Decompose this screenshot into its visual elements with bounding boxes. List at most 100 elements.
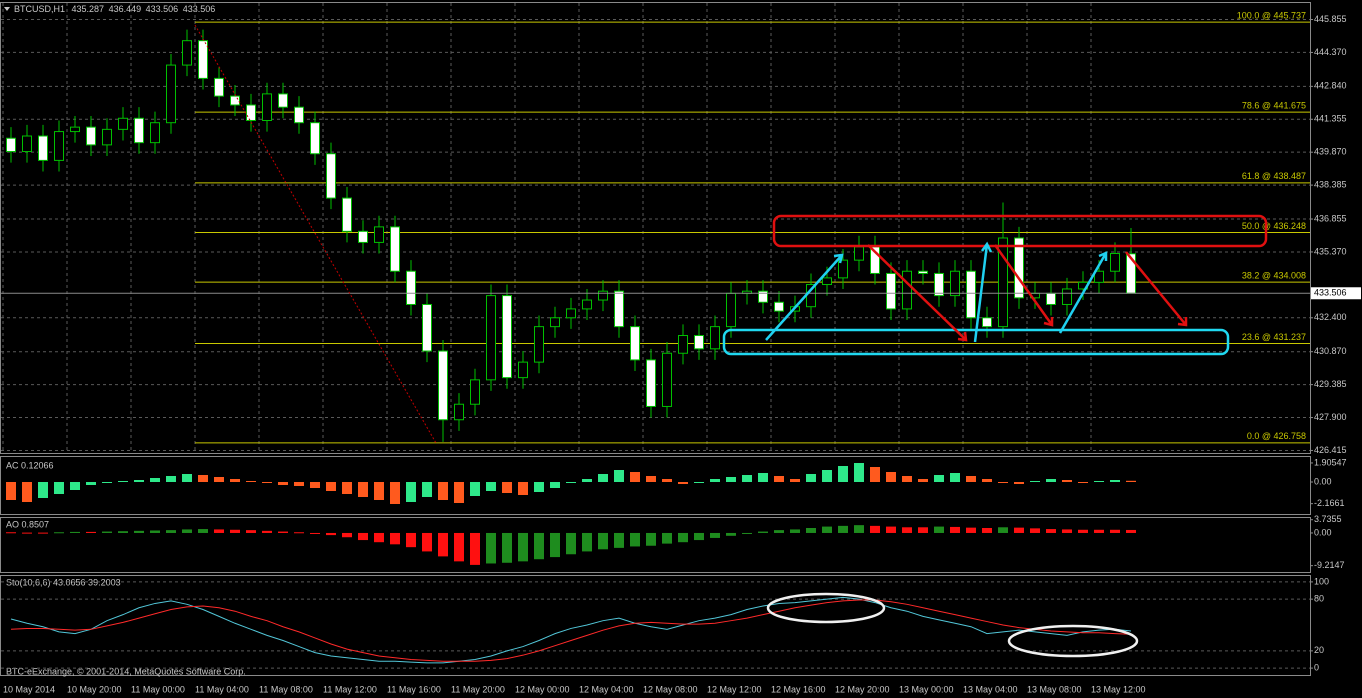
histogram-bar — [278, 482, 288, 485]
histogram-bar — [630, 472, 640, 482]
candle-body — [726, 292, 736, 328]
y-tick-label: 80 — [1314, 594, 1324, 604]
histogram-bar — [518, 482, 528, 495]
histogram-bar — [886, 472, 896, 482]
candle-body — [246, 104, 256, 121]
menu-triangle — [4, 7, 10, 11]
histogram-bar — [582, 479, 592, 482]
histogram-bar — [118, 531, 128, 533]
histogram-bar — [758, 473, 768, 482]
fib-label: 23.6 @ 431.237 — [1242, 332, 1306, 342]
candle-body — [438, 350, 448, 421]
candle-body — [326, 153, 336, 199]
fib-label: 0.0 @ 426.758 — [1247, 431, 1306, 441]
sto-ellipse — [766, 592, 886, 624]
histogram-bar — [294, 532, 304, 534]
histogram-bar — [1062, 480, 1072, 482]
candle-body — [934, 272, 944, 297]
histogram-bar — [646, 532, 656, 546]
candle-body — [70, 126, 80, 133]
y-tick-label: 3.7355 — [1314, 514, 1342, 524]
histogram-bar — [198, 475, 208, 482]
histogram-bar — [726, 477, 736, 482]
histogram-bar — [918, 479, 928, 482]
histogram-bar — [134, 530, 144, 533]
candle-body — [518, 361, 528, 379]
histogram-bar — [998, 482, 1008, 483]
y-tick-label: 442.840 — [1314, 81, 1347, 91]
candle-body — [166, 64, 176, 124]
arrow — [1058, 251, 1108, 334]
histogram-bar — [54, 532, 64, 534]
x-tick-label: 10 May 20:00 — [67, 684, 122, 694]
histogram-bar — [726, 532, 736, 536]
annotations — [194, 24, 1268, 658]
histogram-bar — [166, 530, 176, 533]
arrow — [1125, 251, 1188, 327]
histogram-bar — [86, 531, 96, 533]
histogram-bar — [886, 526, 896, 533]
histogram-bar — [582, 532, 592, 552]
histogram-bar — [278, 531, 288, 533]
candle-body — [838, 259, 848, 279]
down-arrows — [867, 244, 1188, 342]
fib-trend-line — [194, 24, 437, 444]
candle-body — [918, 270, 928, 274]
candle-body — [662, 352, 672, 407]
histogram-bar — [710, 479, 720, 482]
y-tick-label: 1.90547 — [1314, 457, 1347, 467]
histogram-bar — [182, 529, 192, 533]
candle-body — [406, 270, 416, 305]
histogram-bar — [838, 525, 848, 533]
candle-body — [278, 93, 288, 108]
histogram-bar — [86, 482, 96, 485]
histogram-bar — [1078, 529, 1088, 533]
candle-body — [1062, 288, 1072, 305]
candle-body — [678, 335, 688, 354]
symbol: BTCUSD,H1 — [14, 4, 65, 14]
histogram-bar — [550, 482, 560, 488]
histogram-bar — [294, 482, 304, 486]
histogram-bar — [1078, 482, 1088, 483]
histogram-bar — [118, 481, 128, 482]
histogram-bar — [1046, 479, 1056, 482]
histogram-bar — [550, 532, 560, 558]
y-tick-label: -9.2147 — [1314, 560, 1345, 570]
histogram-bar — [662, 532, 672, 544]
arrow — [993, 244, 1054, 327]
histogram-bar — [694, 482, 704, 483]
candle-body — [758, 290, 768, 303]
open: 435.287 — [72, 4, 105, 14]
histogram-bar — [822, 526, 832, 533]
histogram-bar — [982, 528, 992, 533]
main-pane — [0, 2, 1311, 454]
y-tick-label: 0 — [1314, 662, 1319, 672]
histogram-bar — [1014, 482, 1024, 484]
x-tick-label: 12 May 04:00 — [579, 684, 634, 694]
candle-body — [1094, 270, 1104, 283]
histogram-bar — [374, 482, 384, 500]
histogram-bar — [262, 482, 272, 483]
histogram-bar — [1110, 529, 1120, 533]
x-tick-label: 11 May 16:00 — [387, 684, 441, 694]
histogram-bar — [230, 529, 240, 533]
histogram-bar — [518, 532, 528, 562]
histogram-bar — [102, 482, 112, 483]
arrow — [973, 241, 993, 343]
histogram-bar — [566, 482, 576, 483]
candle-body — [646, 359, 656, 407]
x-tick-label: 12 May 00:00 — [515, 684, 570, 694]
histogram-bar — [390, 532, 400, 545]
histogram-bar — [982, 479, 992, 482]
histogram-bar — [1062, 529, 1072, 533]
histogram-bar — [710, 532, 720, 538]
candle-body — [822, 277, 832, 286]
y-tick-label: 438.385 — [1314, 179, 1347, 189]
ac-title: AC 0.12066 — [6, 460, 54, 470]
histogram-bar — [454, 532, 464, 562]
histogram-bar — [806, 528, 816, 533]
pane-borders — [0, 2, 1311, 676]
histogram-bar — [1126, 529, 1136, 533]
candle-body — [614, 290, 624, 328]
candle-body — [230, 95, 240, 106]
